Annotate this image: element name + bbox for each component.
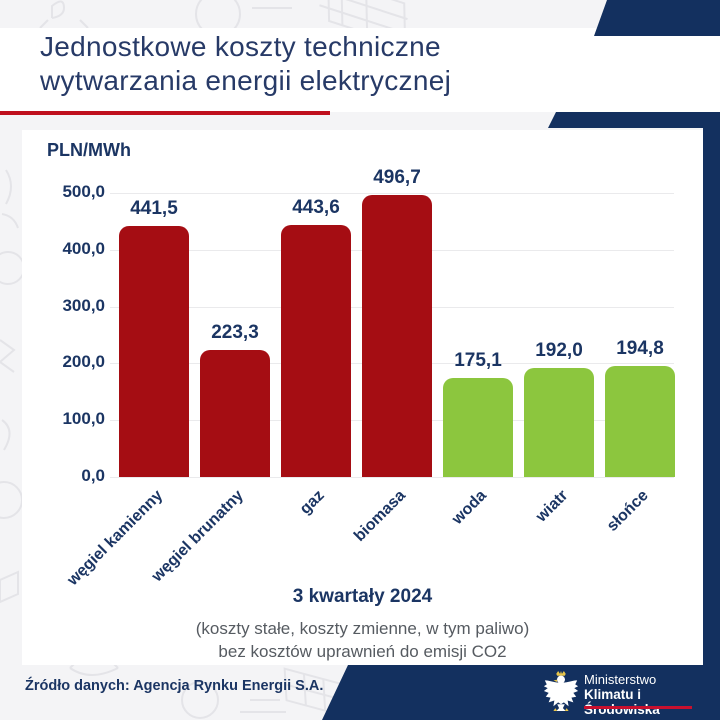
title-band: Jednostkowe koszty techniczne wytwarzania… (0, 28, 720, 112)
category-label: wiatr (532, 487, 572, 526)
bar-value-label: 194,8 (616, 338, 664, 360)
chart-note-2: bez kosztów uprawnień do emisji CO2 (218, 642, 507, 661)
title-line-1: Jednostkowe koszty techniczne (40, 31, 441, 62)
bar-6 (524, 367, 594, 477)
bar-1 (119, 226, 189, 477)
ministry-name-line-2: Klimatu i Środowiska (584, 687, 660, 717)
sun-icon (181, 681, 219, 719)
plant-doodle (1, 169, 19, 229)
page-title: Jednostkowe koszty techniczne wytwarzania… (40, 30, 451, 98)
gridline (110, 193, 674, 194)
ministry-brand: Ministerstwo Klimatu i Środowiska (540, 668, 710, 717)
bar-value-label: 496,7 (373, 166, 421, 188)
bar-value-label: 175,1 (454, 349, 502, 371)
category-label: gaz (297, 487, 329, 518)
bar-4 (362, 194, 432, 477)
ministry-name-line-1: Ministerstwo (584, 672, 657, 687)
y-tick-label: 100,0 (62, 409, 105, 429)
bar-7 (605, 366, 675, 477)
y-tick-label: 400,0 (62, 238, 105, 258)
chart-caption: 3 kwartały 2024 (koszty stałe, koszty zm… (22, 586, 703, 663)
panel-doodle (0, 570, 19, 604)
leaf-doodle (1, 419, 11, 451)
chart-card: PLN/MWh 0,0 100,0 200,0 300,0 400,0 500,0 441,… (22, 130, 703, 665)
bar-2 (200, 350, 270, 477)
bar-value-label: 192,0 (535, 339, 583, 361)
lines-doodle (240, 699, 286, 713)
bar-value-label: 443,6 (292, 197, 340, 219)
ministry-name: Ministerstwo Klimatu i Środowiska (584, 672, 710, 717)
data-source: Źródło danych: Agencja Rynku Energii S.A… (25, 678, 324, 694)
y-tick-label: 300,0 (62, 295, 105, 315)
title-underline (0, 111, 330, 115)
bar-5 (443, 377, 513, 477)
chart-period: 3 kwartały 2024 (292, 586, 433, 607)
y-tick-label: 0,0 (81, 466, 105, 485)
zigzag-doodle (0, 339, 16, 373)
category-label: woda (449, 487, 491, 528)
bar-chart-plot: 0,0 100,0 200,0 300,0 400,0 500,0 441,5 węgiel … (22, 130, 703, 665)
bar-value-label: 441,5 (130, 198, 178, 220)
category-label: biomasa (351, 487, 410, 545)
y-tick-label: 200,0 (62, 352, 105, 372)
axis-unit-label: PLN/MWh (47, 140, 131, 160)
y-tick-label: 500,0 (62, 182, 105, 201)
bar-3 (281, 225, 351, 477)
category-label: słońce (604, 487, 653, 535)
title-line-2: wytwarzania energii elektrycznej (40, 65, 452, 96)
bar-value-label: 223,3 (211, 322, 259, 344)
chart-note-1: (koszty stałe, koszty zmienne, w tym pal… (195, 619, 530, 638)
eagle-emblem-icon (543, 671, 579, 711)
gridline (110, 477, 674, 478)
corner-parallelogram (594, 0, 720, 36)
ministry-red-bar (584, 706, 692, 709)
